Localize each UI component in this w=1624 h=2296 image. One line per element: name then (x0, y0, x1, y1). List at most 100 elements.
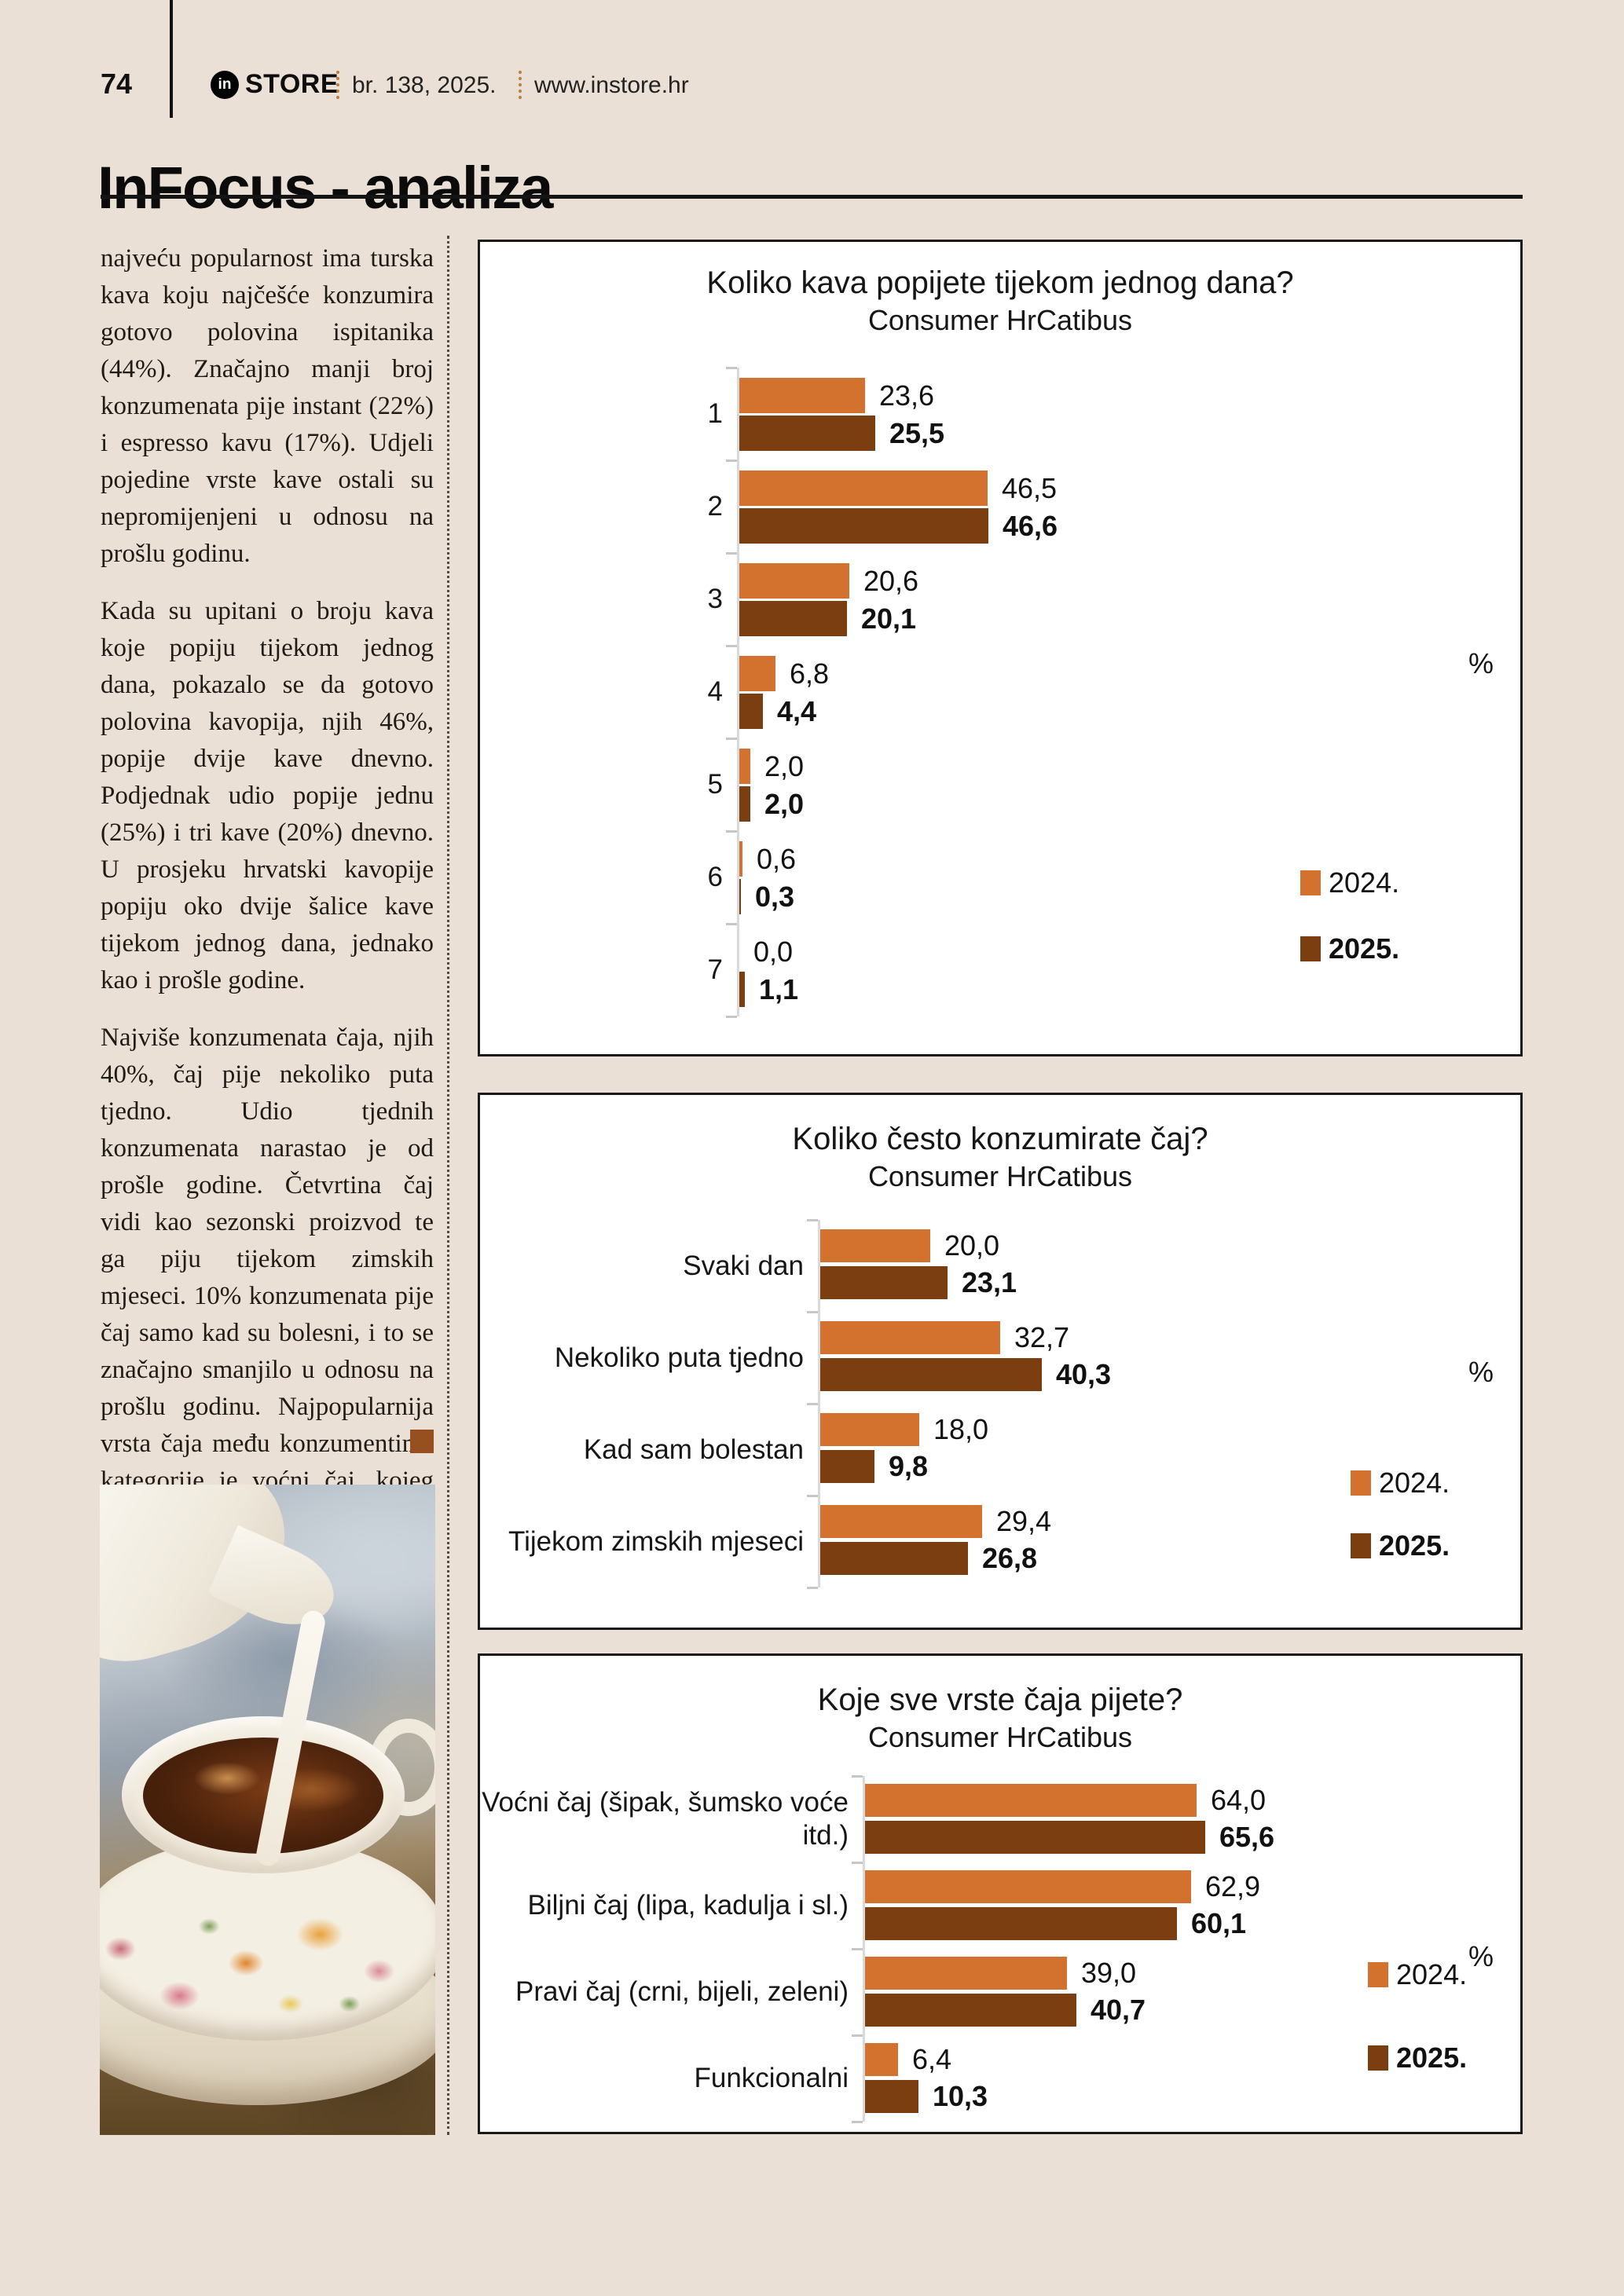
chart-axis-tick (852, 2034, 863, 2037)
chart-subtitle: Consumer HrCatibus (867, 1721, 1133, 1753)
bar-2025 (865, 1907, 1177, 1940)
bar-2025 (820, 1450, 874, 1483)
bar-2025 (820, 1542, 968, 1575)
chart-axis-line (863, 1776, 865, 2122)
bar-2025 (865, 1821, 1205, 1854)
value-label-2024: 6,4 (912, 2043, 952, 2075)
chart-axis-tick (807, 1403, 818, 1405)
bar-2025 (865, 2080, 918, 2113)
value-label-2025: 10,3 (933, 2080, 988, 2112)
value-label-2025: 1,1 (759, 972, 799, 1005)
magazine-name: STORE (245, 69, 339, 99)
percent-unit-label: % (1468, 647, 1494, 679)
bar-2025 (739, 972, 745, 1007)
chart-category-label: Biljni čaj (lipa, kadulja i sl.) (527, 1890, 849, 1921)
column-dotted-divider (447, 236, 449, 2135)
value-label-2025: 0,3 (755, 880, 795, 913)
chart-title: Koliko kava popijete tijekom jednog dana… (706, 265, 1294, 300)
percent-unit-label: % (1468, 1940, 1494, 1972)
bar-2024 (739, 656, 775, 691)
value-label-2025: 9,8 (889, 1450, 929, 1482)
percent-unit-label: % (1468, 1356, 1494, 1388)
legend-swatch-2025 (1351, 1533, 1371, 1558)
chart-tea-frequency: Koliko često konzumirate čaj? Consumer Hr… (478, 1093, 1523, 1630)
chart-category-label: Nekoliko puta tjedno (554, 1342, 804, 1373)
chart-title: Koliko često konzumirate čaj? (792, 1122, 1208, 1156)
legend-swatch-2025 (1300, 936, 1321, 961)
value-label-2025: 23,1 (962, 1266, 1017, 1298)
legend-swatch-2024 (1368, 1962, 1388, 1987)
value-label-2024: 64,0 (1211, 1784, 1267, 1816)
legend-swatch-2024 (1300, 870, 1321, 895)
chart-tea-types: Koje sve vrste čaja pijete? Consumer HrCa… (478, 1653, 1523, 2134)
page-number: 74 (101, 68, 133, 100)
value-label-2024: 6,8 (790, 657, 830, 690)
chart-axis-tick (852, 2121, 863, 2123)
bar-2024 (739, 749, 750, 784)
chart-axis-line (737, 368, 739, 1016)
bar-2024 (865, 1784, 1197, 1817)
bar-2025 (739, 694, 763, 729)
chart-category-label: Kad sam bolestan (583, 1434, 804, 1465)
chart-category-label: Pravi čaj (crni, bijeli, zeleni) (515, 1976, 849, 2007)
value-label-2025: 60,1 (1191, 1907, 1247, 1939)
header-dotted-separator (336, 71, 339, 99)
bar-2025 (739, 508, 988, 544)
legend-swatch-2024 (1351, 1470, 1371, 1496)
bar-2025 (739, 416, 875, 451)
chart-axis-tick (726, 923, 737, 925)
chart-axis-tick (852, 1948, 863, 1950)
chart-category-label: Funkcionalni (694, 2063, 849, 2093)
value-label-2025: 40,3 (1056, 1358, 1112, 1390)
value-label-2025: 40,7 (1091, 1994, 1146, 2026)
article-paragraph: najveću popularnost ima turska kava koju… (101, 244, 434, 568)
legend-label-2025: 2025. (1379, 1529, 1450, 1562)
chart-axis-tick (726, 830, 737, 833)
value-label-2024: 32,7 (1014, 1321, 1070, 1353)
bar-2025 (820, 1358, 1042, 1391)
chart-axis-tick (807, 1311, 818, 1313)
tea-pouring-photo (100, 1485, 435, 2135)
value-label-2025: 46,6 (1003, 509, 1058, 542)
bar-2025 (739, 879, 741, 914)
bar-2024 (739, 841, 742, 877)
chart-category-label: Voćni čaj (šipak, šumsko voće itd.) (482, 1787, 849, 1851)
chart-category-label: 5 (707, 769, 723, 800)
chart-subtitle: Consumer HrCatibus (867, 1160, 1133, 1192)
chart-axis-tick (726, 1016, 737, 1018)
legend-label-2024: 2024. (1396, 1958, 1468, 1990)
section-title: InFocus - analiza (97, 155, 553, 222)
bar-2025 (865, 1994, 1076, 2027)
bar-2024 (820, 1229, 930, 1262)
chart-axis-tick (852, 1775, 863, 1778)
header-vertical-rule (170, 0, 173, 118)
value-label-2024: 46,5 (1002, 471, 1058, 504)
chart-category-label: 7 (707, 954, 723, 985)
title-rule (101, 195, 1523, 199)
value-label-2025: 2,0 (764, 787, 805, 820)
value-label-2025: 26,8 (982, 1542, 1038, 1574)
value-label-2025: 65,6 (1219, 1821, 1275, 1853)
chart-axis-tick (726, 552, 737, 555)
chart-category-label: 3 (707, 584, 723, 614)
bar-2024 (865, 1957, 1067, 1990)
bar-2025 (820, 1266, 948, 1299)
header-dotted-separator (519, 71, 522, 99)
article-paragraph: Kada su upitani o broju kava koje popiju… (101, 597, 434, 994)
chart-category-label: 2 (707, 491, 723, 522)
bar-2025 (739, 786, 750, 822)
chart-axis-tick (726, 645, 737, 647)
bar-2024 (820, 1505, 982, 1538)
bar-2024 (865, 2043, 898, 2076)
chart-category-label: Svaki dan (683, 1250, 804, 1281)
value-label-2024: 2,0 (764, 749, 805, 782)
value-label-2024: 29,4 (996, 1505, 1052, 1537)
legend-label-2025: 2025. (1396, 2041, 1468, 2074)
value-label-2024: 20,0 (944, 1229, 1000, 1262)
chart-category-label: 4 (707, 676, 723, 707)
chart-category-label: Tijekom zimskih mjeseci (508, 1525, 804, 1557)
issue-number: br. 138, 2025. (352, 72, 497, 98)
bar-2024 (739, 471, 988, 506)
value-label-2024: 0,0 (753, 935, 794, 968)
chart-category-label: 6 (707, 862, 723, 892)
